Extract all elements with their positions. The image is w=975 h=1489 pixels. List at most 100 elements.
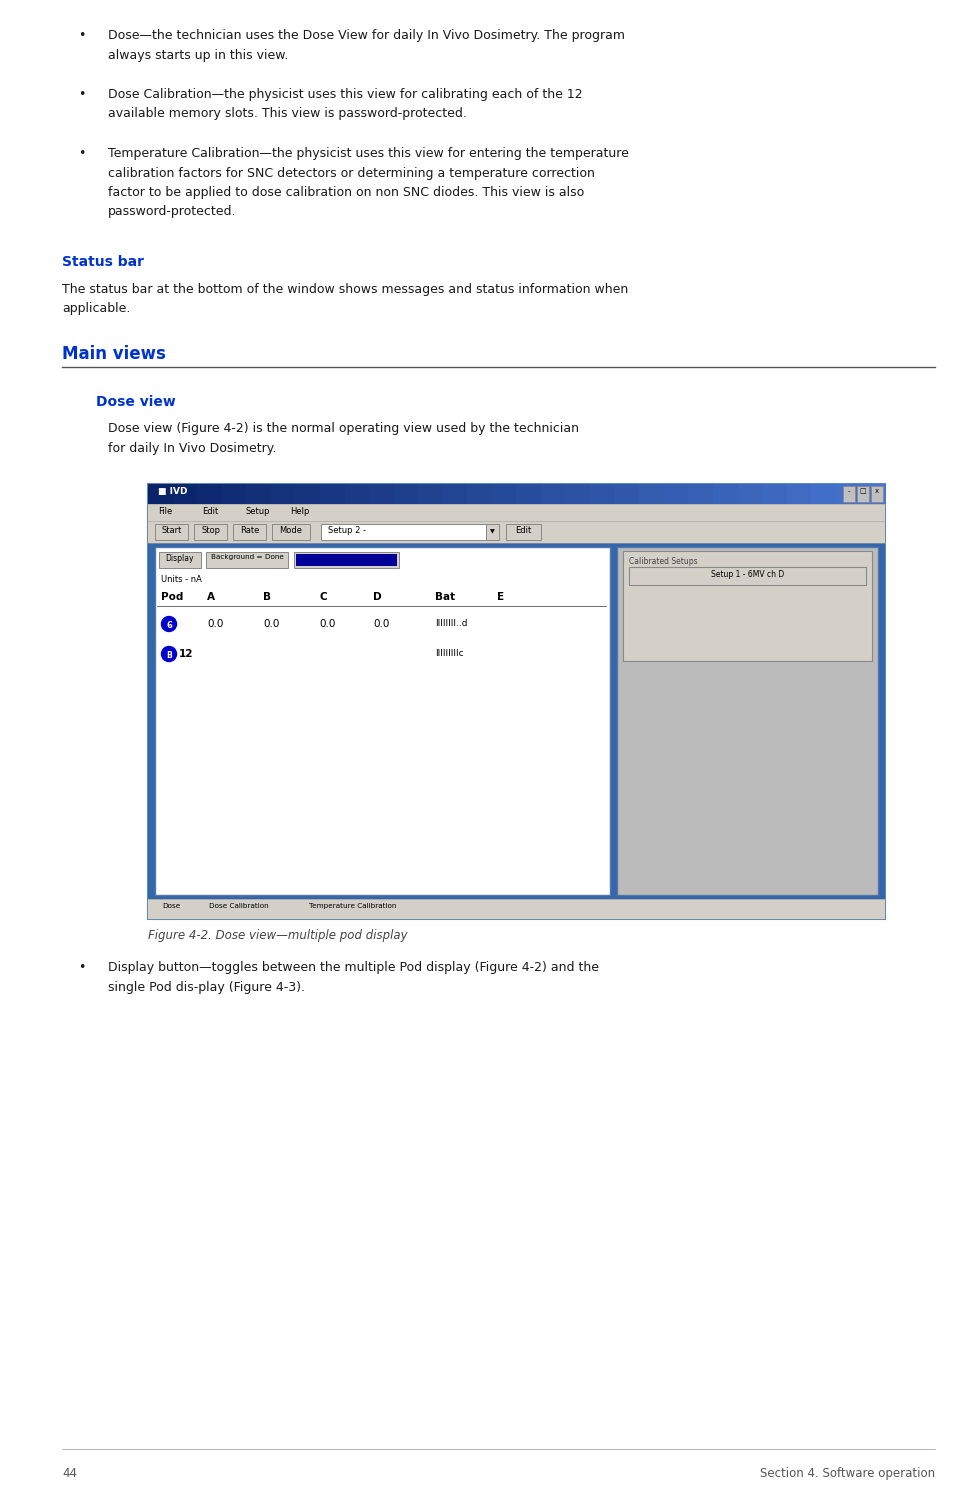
Text: Temperature Calibration: Temperature Calibration	[309, 902, 397, 908]
FancyBboxPatch shape	[467, 484, 493, 503]
Text: Rate: Rate	[240, 526, 259, 535]
Text: 0.0: 0.0	[263, 619, 280, 628]
Text: x: x	[875, 488, 879, 494]
FancyBboxPatch shape	[713, 484, 739, 503]
FancyBboxPatch shape	[486, 524, 499, 541]
FancyBboxPatch shape	[320, 484, 345, 503]
Text: single Pod dis-play (Figure 4-3).: single Pod dis-play (Figure 4-3).	[108, 980, 305, 993]
Text: Mode: Mode	[280, 526, 302, 535]
FancyBboxPatch shape	[394, 484, 419, 503]
FancyBboxPatch shape	[271, 484, 296, 503]
FancyBboxPatch shape	[272, 524, 310, 541]
Text: Setup 1 - 6MV ch D: Setup 1 - 6MV ch D	[711, 570, 784, 579]
FancyBboxPatch shape	[860, 484, 886, 503]
FancyBboxPatch shape	[152, 899, 190, 914]
Text: □: □	[860, 488, 867, 494]
FancyBboxPatch shape	[640, 484, 665, 503]
Text: Figure 4-2. Dose view—multiple pod display: Figure 4-2. Dose view—multiple pod displ…	[148, 929, 408, 943]
Text: •: •	[78, 88, 86, 101]
FancyBboxPatch shape	[197, 484, 222, 503]
FancyBboxPatch shape	[762, 484, 788, 503]
FancyBboxPatch shape	[664, 484, 689, 503]
Text: •: •	[78, 28, 86, 42]
Circle shape	[162, 646, 176, 661]
FancyBboxPatch shape	[288, 899, 418, 914]
FancyBboxPatch shape	[194, 899, 284, 914]
FancyBboxPatch shape	[623, 551, 872, 661]
FancyBboxPatch shape	[159, 552, 201, 567]
FancyBboxPatch shape	[688, 484, 714, 503]
Text: C: C	[319, 593, 327, 602]
Text: 6: 6	[166, 621, 172, 630]
FancyBboxPatch shape	[629, 567, 866, 585]
FancyBboxPatch shape	[566, 484, 591, 503]
Circle shape	[162, 616, 176, 631]
FancyBboxPatch shape	[418, 484, 444, 503]
FancyBboxPatch shape	[443, 484, 468, 503]
Text: Bat: Bat	[435, 593, 455, 602]
FancyBboxPatch shape	[871, 485, 883, 502]
Text: ■ IVD: ■ IVD	[158, 487, 187, 496]
FancyBboxPatch shape	[148, 484, 885, 919]
FancyBboxPatch shape	[194, 524, 227, 541]
Text: applicable.: applicable.	[62, 302, 131, 316]
Text: Display button—toggles between the multiple Pod display (Figure 4-2) and the: Display button—toggles between the multi…	[108, 960, 599, 974]
FancyBboxPatch shape	[843, 485, 855, 502]
Text: Dose view (Figure 4-2) is the normal operating view used by the technician: Dose view (Figure 4-2) is the normal ope…	[108, 421, 579, 435]
Text: Section 4. Software operation: Section 4. Software operation	[760, 1467, 935, 1480]
FancyBboxPatch shape	[148, 521, 885, 543]
FancyBboxPatch shape	[148, 503, 885, 521]
FancyBboxPatch shape	[738, 484, 763, 503]
Text: 0.0: 0.0	[207, 619, 223, 628]
FancyBboxPatch shape	[615, 484, 641, 503]
Text: Dose view: Dose view	[96, 395, 176, 408]
Text: Display: Display	[166, 554, 194, 563]
Text: Status bar: Status bar	[62, 255, 144, 270]
Text: Pod: Pod	[161, 593, 183, 602]
FancyBboxPatch shape	[148, 899, 885, 917]
Text: 44: 44	[62, 1467, 77, 1480]
Text: ▼: ▼	[490, 529, 495, 535]
Text: •: •	[78, 147, 86, 159]
FancyBboxPatch shape	[295, 484, 321, 503]
FancyBboxPatch shape	[506, 524, 541, 541]
Text: Stop: Stop	[201, 526, 220, 535]
FancyBboxPatch shape	[294, 552, 399, 567]
Text: calibration factors for SNC detectors or determining a temperature correction: calibration factors for SNC detectors or…	[108, 167, 595, 180]
Text: factor to be applied to dose calibration on non SNC diodes. This view is also: factor to be applied to dose calibration…	[108, 186, 584, 200]
Text: Start: Start	[161, 526, 181, 535]
Text: IIIIIIII..d: IIIIIIII..d	[435, 619, 467, 628]
FancyBboxPatch shape	[836, 484, 862, 503]
FancyBboxPatch shape	[148, 543, 885, 899]
Text: -: -	[847, 488, 850, 494]
FancyBboxPatch shape	[857, 485, 869, 502]
FancyBboxPatch shape	[233, 524, 266, 541]
Text: for daily In Vivo Dosimetry.: for daily In Vivo Dosimetry.	[108, 442, 276, 454]
FancyBboxPatch shape	[492, 484, 518, 503]
Text: Dose Calibration—the physicist uses this view for calibrating each of the 12: Dose Calibration—the physicist uses this…	[108, 88, 583, 101]
FancyBboxPatch shape	[590, 484, 616, 503]
FancyBboxPatch shape	[811, 484, 837, 503]
Text: Edit: Edit	[202, 506, 218, 517]
Text: B: B	[166, 651, 172, 660]
FancyBboxPatch shape	[321, 524, 486, 541]
Text: Dose: Dose	[162, 902, 180, 908]
Text: available memory slots. This view is password-protected.: available memory slots. This view is pas…	[108, 107, 467, 121]
Text: 0.0: 0.0	[319, 619, 335, 628]
Text: Units - nA: Units - nA	[161, 575, 202, 584]
FancyBboxPatch shape	[617, 546, 878, 895]
Text: Dose Calibration: Dose Calibration	[210, 902, 269, 908]
Text: Main views: Main views	[62, 344, 166, 362]
Text: Setup: Setup	[246, 506, 270, 517]
Text: password-protected.: password-protected.	[108, 205, 237, 219]
Text: always starts up in this view.: always starts up in this view.	[108, 49, 289, 61]
FancyBboxPatch shape	[370, 484, 395, 503]
Text: Help: Help	[290, 506, 309, 517]
Text: Temperature Calibration—the physicist uses this view for entering the temperatur: Temperature Calibration—the physicist us…	[108, 147, 629, 159]
Text: Calibrated Setups: Calibrated Setups	[629, 557, 698, 566]
Text: 0.0: 0.0	[373, 619, 389, 628]
Text: Setup 2 -: Setup 2 -	[328, 526, 366, 535]
Text: E: E	[497, 593, 504, 602]
FancyBboxPatch shape	[221, 484, 248, 503]
Text: Dose—the technician uses the Dose View for daily In Vivo Dosimetry. The program: Dose—the technician uses the Dose View f…	[108, 28, 625, 42]
